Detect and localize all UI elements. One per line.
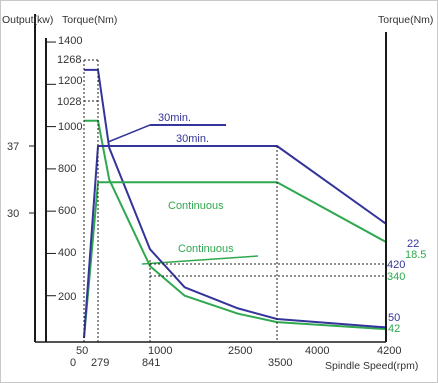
right-value-label: 18.5 [405,249,426,261]
x-tick-label: 1000 [148,345,172,357]
output-tick-label: 30 [7,208,19,220]
x-tick-label: 279 [91,357,109,369]
torque-tick-label: 1400 [58,35,82,47]
series-label: 30min. [158,112,191,124]
torque-tick-label: 400 [58,247,76,259]
torque-tick-label: 1000 [58,121,82,133]
right-value-label: 42 [388,323,400,335]
series-line-output [83,145,387,339]
x-tick-label: 0 [70,357,76,369]
right-value-label: 420 [387,259,405,271]
right-value-label: 22 [407,238,419,250]
torque-tick-label: 800 [58,163,76,175]
series-label: Continuous [168,200,224,212]
right-value-label: 340 [387,271,405,283]
torque-tick-label: 1028 [57,96,81,108]
torque-axis-title-right: Torque(Nm) [378,14,433,26]
torque-tick-label: 200 [58,291,76,303]
x-tick-label: 2500 [228,345,252,357]
x-tick-label: 50 [76,345,88,357]
output-axis-title: Output(kw) [2,14,53,26]
torque-tick-label: 600 [58,205,76,217]
series-line-output [83,181,387,339]
label-leader-line [107,124,151,143]
x-tick-label: 3500 [268,357,292,369]
torque-tick-label: 1268 [57,54,81,66]
series-line-torque [84,68,387,329]
series-label: Continuous [178,243,234,255]
torque-tick-label: 1200 [58,75,82,87]
series-label: 30min. [176,133,209,145]
right-value-label: 50 [388,312,400,324]
x-axis-title: Spindle Speed(rpm) [325,360,418,372]
x-tick-label: 4200 [377,345,401,357]
x-tick-label: 4000 [305,345,329,357]
torque-axis-title-left: Torque(Nm) [62,14,117,26]
output-tick-label: 37 [7,141,19,153]
x-tick-label: 841 [142,357,160,369]
series-line-torque [84,119,387,331]
